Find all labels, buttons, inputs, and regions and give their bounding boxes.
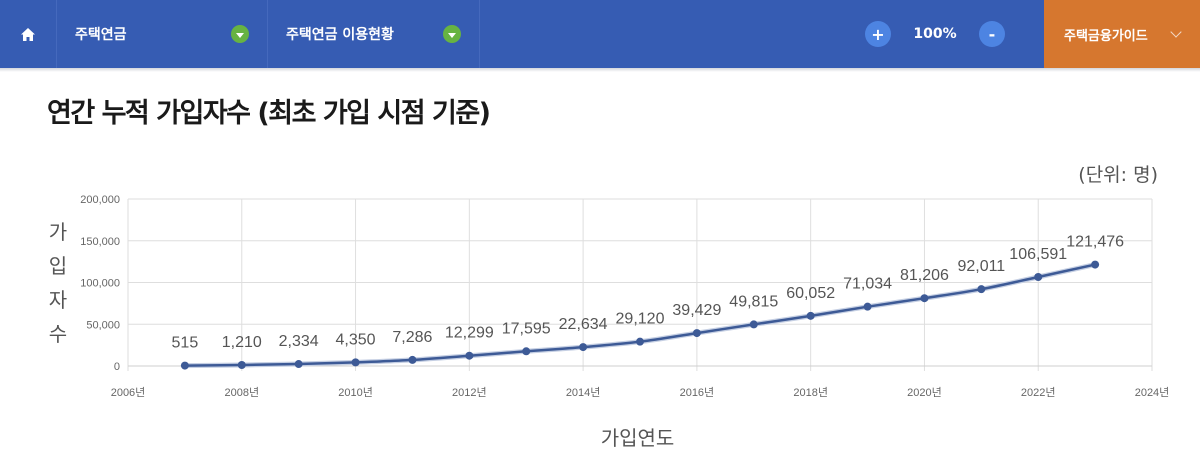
x-tick-label: 2024년 [1135,386,1170,399]
housing-finance-guide-dropdown[interactable]: 주택금융가이드 [1044,0,1200,68]
page-title: 연간 누적 가입자수 (최초 가입 시점 기준) [47,98,491,129]
home-button[interactable] [0,0,57,68]
home-icon [21,27,35,41]
x-tick-label: 2022년 [1021,386,1056,399]
data-point [1091,260,1100,269]
data-label: 1,210 [222,334,262,351]
data-point [180,361,189,370]
guide-label: 주택금융가이드 [1064,28,1148,44]
data-label: 121,476 [1066,234,1124,251]
data-label: 49,815 [729,293,778,310]
data-point [579,343,588,352]
data-label: 39,429 [672,302,721,319]
x-axis-title: 가입연도 [600,426,675,450]
y-tick-label: 200,000 [80,194,120,206]
menu-label: 주택연금 이용현황 [286,27,394,43]
series-line-shadow [184,262,1096,369]
data-label: 22,634 [559,316,608,333]
chevron-down-icon [1170,26,1182,38]
data-label: 4,350 [336,331,376,348]
x-tick-label: 2016년 [680,386,715,399]
data-label: 81,206 [900,267,949,284]
zoom-controls: + 100% - [865,0,1005,68]
data-label: 71,034 [843,276,892,293]
zoom-level: 100% [913,26,957,42]
chevron-down-icon [443,25,461,43]
menu-dropdown-housing-pension[interactable]: 주택연금 [57,0,268,68]
y-tick-label: 150,000 [80,236,120,248]
zoom-in-button[interactable]: + [865,21,891,47]
x-tick-label: 2012년 [452,386,487,399]
data-point [1034,272,1043,281]
data-point [294,360,303,369]
zoom-out-button[interactable]: - [979,21,1005,47]
x-tick-label: 2006년 [111,386,146,399]
data-point [806,311,815,320]
data-point [522,347,531,356]
x-tick-label: 2020년 [907,386,942,399]
x-tick-label: 2014년 [566,386,601,399]
unit-label: (단위: 명) [1078,164,1158,186]
data-point [692,329,701,338]
data-point [351,358,360,367]
y-tick-label: 0 [114,361,120,373]
data-label: 12,299 [445,325,494,342]
data-point [863,302,872,311]
data-point [636,337,644,346]
series-line [184,263,1096,367]
data-label: 515 [172,335,199,352]
data-label: 92,011 [957,258,1005,275]
data-label: 7,286 [392,329,432,346]
chevron-down-icon [231,25,249,43]
data-label: 29,120 [616,311,665,328]
data-point [408,355,417,364]
x-tick-label: 2018년 [793,386,828,399]
data-point [920,294,929,303]
data-point [977,285,986,294]
menu-label: 주택연금 [75,27,127,43]
data-label: 17,595 [502,320,551,337]
data-point [237,360,246,369]
y-tick-label: 100,000 [80,278,120,290]
top-navigation-bar: 주택연금 주택연금 이용현황 + 100% - 주택금융가이드 [0,0,1200,72]
menu-dropdown-usage-status[interactable]: 주택연금 이용현황 [268,0,480,68]
x-tick-label: 2010년 [338,386,373,399]
data-point [749,320,758,329]
data-label: 106,591 [1009,246,1067,263]
y-tick-label: 50,000 [86,319,120,331]
data-label: 2,334 [279,333,319,350]
x-tick-label: 2008년 [224,386,259,399]
data-label: 60,052 [786,285,835,302]
data-point [465,351,474,360]
